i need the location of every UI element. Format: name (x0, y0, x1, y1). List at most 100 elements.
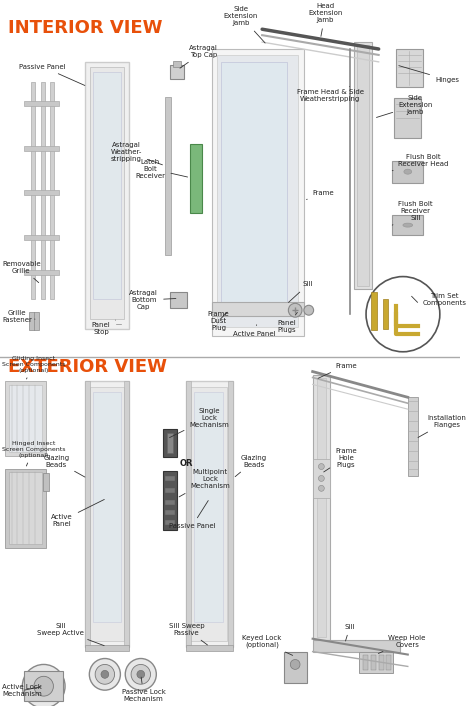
Text: Gliding Insect
Screen Components
(optional): Gliding Insect Screen Components (option… (2, 356, 65, 379)
Bar (91, 388, 124, 641)
Text: Frame Head & Side
Weatherstripping: Frame Head & Side Weatherstripping (297, 87, 364, 102)
Text: Passive Panel: Passive Panel (19, 64, 85, 85)
Text: Active Panel: Active Panel (233, 325, 276, 337)
Bar (170, 65, 183, 78)
Text: Sill: Sill (345, 624, 355, 641)
Bar (41, 82, 45, 299)
Bar (9, 472, 42, 544)
Text: Frame: Frame (307, 191, 334, 200)
Text: Trim Set
Components: Trim Set Components (422, 293, 466, 306)
Bar (163, 429, 177, 457)
Text: Passive Panel: Passive Panel (169, 501, 216, 529)
Text: Panel
Plugs: Panel Plugs (277, 313, 297, 333)
Bar (317, 378, 326, 637)
Bar (355, 42, 372, 289)
Text: Sill Sweep
Passive: Sill Sweep Passive (169, 623, 208, 645)
Bar (85, 381, 91, 647)
Text: Panel
Stop: Panel Stop (91, 320, 116, 335)
Bar (396, 49, 423, 87)
Text: Glazing
Beads: Glazing Beads (235, 455, 267, 477)
Circle shape (319, 464, 324, 469)
Bar (186, 645, 233, 651)
Bar (165, 520, 175, 525)
Bar (85, 62, 129, 329)
Bar (383, 299, 388, 329)
Text: Hinged Insect
Screen Components
(optional): Hinged Insect Screen Components (optiona… (2, 441, 65, 466)
Bar (85, 381, 129, 647)
Text: Sill: Sill (289, 282, 313, 302)
Bar (379, 654, 383, 671)
Bar (386, 654, 392, 671)
Bar (170, 292, 187, 309)
Bar (5, 381, 46, 455)
Bar (392, 215, 423, 235)
Text: Glazing
Beads: Glazing Beads (43, 455, 85, 477)
Text: Astragal
Weather-
stripping: Astragal Weather- stripping (110, 142, 163, 164)
Bar (29, 312, 39, 330)
Text: Sill
Sweep Active: Sill Sweep Active (37, 623, 104, 646)
Circle shape (304, 305, 314, 315)
Bar (392, 161, 423, 183)
Bar (313, 459, 330, 498)
Bar (357, 45, 369, 287)
Bar (9, 385, 42, 452)
Bar (186, 381, 191, 647)
Text: Frame: Frame (318, 363, 356, 378)
Bar (218, 55, 298, 327)
Text: Active
Panel: Active Panel (51, 499, 104, 527)
Bar (165, 489, 175, 493)
Text: Frame
Dust
Plug: Frame Dust Plug (208, 311, 229, 331)
Bar (194, 393, 223, 622)
Bar (112, 312, 119, 324)
Text: Passive Lock
Mechanism: Passive Lock Mechanism (122, 677, 165, 702)
Ellipse shape (404, 169, 412, 174)
Bar (212, 49, 304, 336)
Bar (165, 510, 175, 515)
Text: Active Lock
Mechanism: Active Lock Mechanism (2, 684, 42, 697)
Text: Keyed Lock
(optional): Keyed Lock (optional) (243, 635, 292, 655)
Bar (313, 640, 400, 652)
Bar (93, 393, 121, 622)
Bar (228, 381, 233, 647)
Bar (221, 302, 237, 318)
Bar (43, 474, 48, 491)
Bar (24, 270, 59, 275)
Bar (221, 62, 287, 314)
Bar (24, 146, 59, 151)
Circle shape (290, 659, 300, 669)
Bar (186, 381, 233, 647)
Text: Astragal
Bottom
Cap: Astragal Bottom Cap (129, 290, 176, 310)
Text: Installation
Flanges: Installation Flanges (418, 415, 466, 438)
Bar (91, 67, 124, 319)
Bar (31, 82, 35, 299)
Text: Head
Extension
Jamb: Head Extension Jamb (308, 4, 342, 37)
Text: OR: OR (180, 459, 193, 468)
Text: Astragal
Top Cap: Astragal Top Cap (180, 45, 218, 68)
Text: Hinges: Hinges (399, 66, 459, 83)
Circle shape (288, 304, 302, 317)
Bar (85, 645, 129, 651)
Bar (93, 72, 121, 299)
Bar (408, 397, 418, 477)
Circle shape (366, 277, 440, 352)
Bar (5, 469, 46, 548)
Text: Side
Extension
Jamb: Side Extension Jamb (224, 6, 265, 43)
Text: Frame
Hole
Plugs: Frame Hole Plugs (324, 448, 356, 472)
Bar (283, 652, 307, 683)
Bar (371, 292, 377, 330)
Bar (24, 235, 59, 240)
Bar (371, 654, 376, 671)
Bar (190, 144, 202, 213)
Bar (165, 477, 175, 481)
Text: EXTERIOR VIEW: EXTERIOR VIEW (8, 358, 167, 376)
Text: Multipoint
Lock
Mechanism: Multipoint Lock Mechanism (179, 469, 230, 497)
Bar (212, 302, 304, 316)
Bar (163, 470, 177, 530)
Text: Flush Bolt
Receiver
Sill: Flush Bolt Receiver Sill (392, 201, 433, 225)
Bar (24, 191, 59, 196)
Text: Removable
Grille: Removable Grille (2, 261, 41, 282)
Circle shape (22, 664, 65, 706)
Circle shape (319, 475, 324, 481)
Circle shape (125, 659, 156, 690)
Text: INTERIOR VIEW: INTERIOR VIEW (8, 19, 162, 37)
